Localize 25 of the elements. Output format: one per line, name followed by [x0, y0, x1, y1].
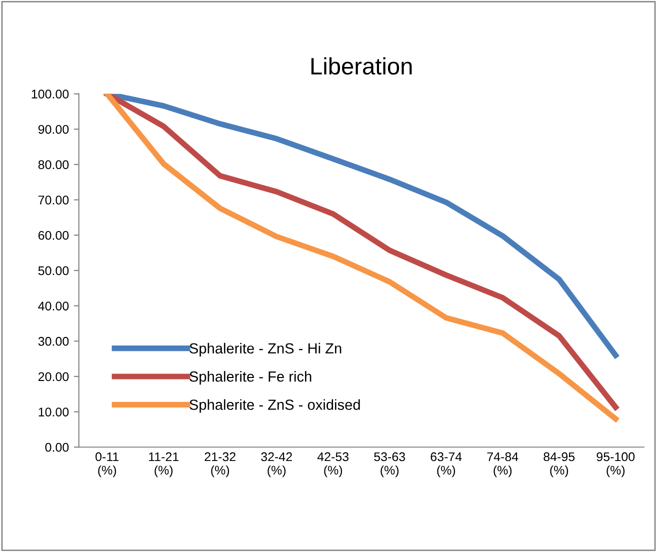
x-tick-label: 84-95 (%)	[544, 452, 575, 478]
x-tick-label: 11-21 (%)	[149, 452, 179, 478]
y-tick-label: 60.00	[38, 230, 69, 240]
y-tick-label: 90.00	[38, 124, 69, 134]
y-tick-label: 50.00	[38, 266, 69, 276]
y-tick-label: 30.00	[38, 336, 69, 346]
x-tick-label: 32-42 (%)	[261, 452, 292, 478]
y-tick-label: 20.00	[38, 372, 69, 382]
y-tick-label: 40.00	[38, 302, 69, 310]
x-tick-label: 53-63 (%)	[374, 452, 406, 478]
y-tick-label: 70.00	[38, 196, 69, 204]
y-tick-label: 80.00	[38, 160, 69, 170]
legend-label: Sphalerite - Fe rich	[190, 371, 312, 385]
x-tick-label: 63-74 (%)	[430, 452, 462, 478]
y-tick-label: 0.00	[45, 442, 69, 452]
x-tick-label: 95-100 (%)	[596, 452, 635, 478]
x-tick-label: 42-53 (%)	[317, 452, 349, 478]
y-tick-label: 100.00	[32, 90, 69, 98]
chart-title: Liberation	[311, 57, 412, 75]
x-tick-label: 74-84 (%)	[487, 452, 518, 478]
legend-label: Sphalerite - ZnS - Hi Zn	[190, 342, 342, 356]
x-tick-label: 0-11 (%)	[96, 452, 119, 478]
y-tick-label: 10.00	[38, 408, 69, 416]
x-tick-label: 21-32 (%)	[204, 452, 236, 478]
legend-label: Sphalerite - ZnS - oxidised	[190, 399, 360, 413]
